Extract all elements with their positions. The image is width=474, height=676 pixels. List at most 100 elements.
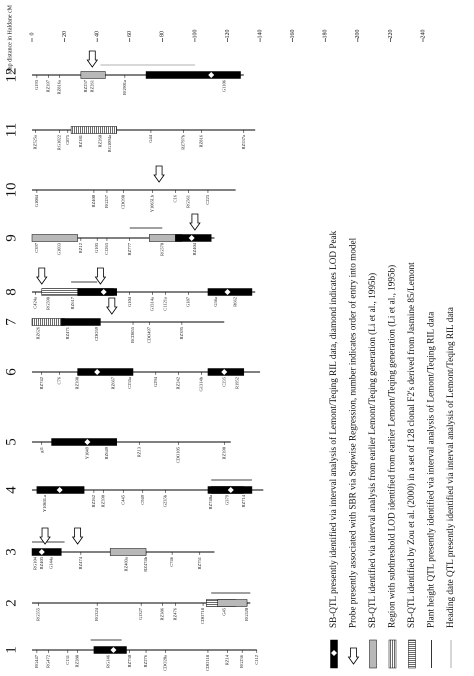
legend-text: Probe presently associated with SBR via … xyxy=(348,237,358,628)
marker-label: C949 xyxy=(140,494,145,505)
marker-label: RZ590 xyxy=(101,494,106,507)
marker-label: G104 xyxy=(127,296,132,307)
subthreshold-qtl xyxy=(70,126,117,134)
marker-label: RZ403a xyxy=(124,557,129,572)
earlier-qtl xyxy=(31,234,78,242)
legend-symbol xyxy=(347,647,360,665)
sb-qtl xyxy=(93,646,127,654)
marker-label: Y1049 xyxy=(84,446,89,459)
marker-label: RZ740a xyxy=(208,495,213,510)
marker-label: RZ181 xyxy=(78,135,83,148)
marker-label: CDO118 xyxy=(205,654,210,671)
marker-label: G1314b xyxy=(198,376,203,391)
sb-qtl xyxy=(145,71,241,79)
marker-label: RZ12 xyxy=(78,243,83,253)
marker-label: C1121a xyxy=(163,297,168,311)
marker-label: RZ397 xyxy=(45,79,50,92)
marker-label: RZ777 xyxy=(127,242,132,255)
marker-label: RG447 xyxy=(34,654,39,668)
earlier-qtl xyxy=(109,548,147,556)
sb-qtl xyxy=(51,438,117,446)
axis-tick-label: 100 xyxy=(192,30,198,39)
lod-peak xyxy=(94,369,101,375)
chromosome-label: 5 xyxy=(3,438,19,446)
marker-label: CDO98 xyxy=(120,194,125,209)
marker-label: RG324 xyxy=(94,607,99,621)
marker-label: RZ404 xyxy=(192,242,197,255)
axis-tick-label: 0 xyxy=(29,33,35,36)
marker-label: C235 xyxy=(221,376,226,387)
sb-qtl xyxy=(61,318,101,326)
marker-label: RZ471 xyxy=(65,327,70,340)
marker-label: RZ626 xyxy=(36,326,41,339)
chromosome-label: 2 xyxy=(3,599,19,607)
marker-label: G1033 xyxy=(57,242,62,255)
axis-tick-label: 200 xyxy=(355,30,361,39)
legend-text: Region with subthreshold LOD identified … xyxy=(387,265,397,628)
marker-label: CDO718 xyxy=(200,607,205,624)
lod-peak xyxy=(227,487,234,493)
marker-label: G1327 xyxy=(138,607,143,620)
lod-peak xyxy=(208,72,215,78)
lod-peak xyxy=(188,235,195,241)
axis-tick-label: 160 xyxy=(290,30,296,39)
chromosome-label: 7 xyxy=(3,318,19,326)
earlier-qtl xyxy=(217,599,248,607)
axis-tick-label: 120 xyxy=(225,30,231,39)
legend-symbol xyxy=(408,639,416,669)
marker-label: RG1022 xyxy=(57,135,62,150)
marker-label: RZ260 xyxy=(97,134,102,147)
marker-label: G193 xyxy=(34,79,39,90)
sb-qtl xyxy=(77,288,117,296)
legend-symbol xyxy=(388,639,397,669)
marker-label: RZ816 xyxy=(198,134,203,147)
marker-label: RZ525a xyxy=(32,135,37,150)
marker-label: RZ242 xyxy=(176,377,181,390)
marker-label: RG472 xyxy=(45,655,50,668)
marker-label: C875 xyxy=(65,134,70,145)
marker-label: C1263 xyxy=(104,242,109,255)
marker-label: RZ390 xyxy=(221,446,226,459)
axis-tick-label: 180 xyxy=(323,30,329,39)
axis-tick-label: 60 xyxy=(127,31,133,37)
marker-label: C112 xyxy=(254,655,259,665)
legend-symbol xyxy=(331,650,337,656)
marker-label: RZ261 xyxy=(89,80,94,93)
marker-label: RZ257 xyxy=(83,79,88,92)
marker-label: G379 xyxy=(225,494,230,505)
marker-label: RG520 xyxy=(244,607,249,621)
marker-label: RZ398 xyxy=(75,376,80,389)
chromosome-label: 1 xyxy=(3,646,19,654)
lod-peak xyxy=(110,647,117,653)
marker-label: Y1065La xyxy=(42,495,47,512)
marker-label: G45 xyxy=(221,607,226,615)
marker-label: BCD855 xyxy=(130,326,135,343)
marker-label: RG598 xyxy=(45,296,50,310)
chromosome-label: 11 xyxy=(3,123,19,137)
axis-tick-label: 240 xyxy=(420,30,426,39)
marker-label: C424a xyxy=(32,297,37,309)
probe-arrow xyxy=(71,527,84,545)
legend-symbol xyxy=(369,639,377,669)
axis-label: Map distance in Haldane cM xyxy=(7,4,13,74)
marker-label: RZ386 xyxy=(159,607,164,620)
marker-label: Y1065Lb xyxy=(150,194,155,212)
sb-qtl xyxy=(31,548,62,556)
marker-label: RZ276 xyxy=(143,654,148,667)
marker-label: RZ14 xyxy=(225,654,230,665)
probe-arrow xyxy=(35,267,48,285)
marker-label: G294 xyxy=(153,376,158,387)
axis-tick-label: 40 xyxy=(95,31,101,37)
marker-label: R662 xyxy=(233,297,238,307)
marker-label: RZ400 xyxy=(91,194,96,207)
marker-label: G56a xyxy=(213,297,218,307)
marker-label: RZ742 xyxy=(39,377,44,390)
marker-label: G1314a xyxy=(150,297,155,311)
sb-qtl xyxy=(77,368,134,376)
marker-label: RZ667 xyxy=(110,376,115,389)
marker-label: CDO497 xyxy=(146,326,151,343)
marker-label: C16 xyxy=(172,194,177,202)
earlier-qtl xyxy=(80,71,106,79)
marker-label: RG570 xyxy=(159,242,164,256)
marker-label: CDO20a xyxy=(163,655,168,671)
